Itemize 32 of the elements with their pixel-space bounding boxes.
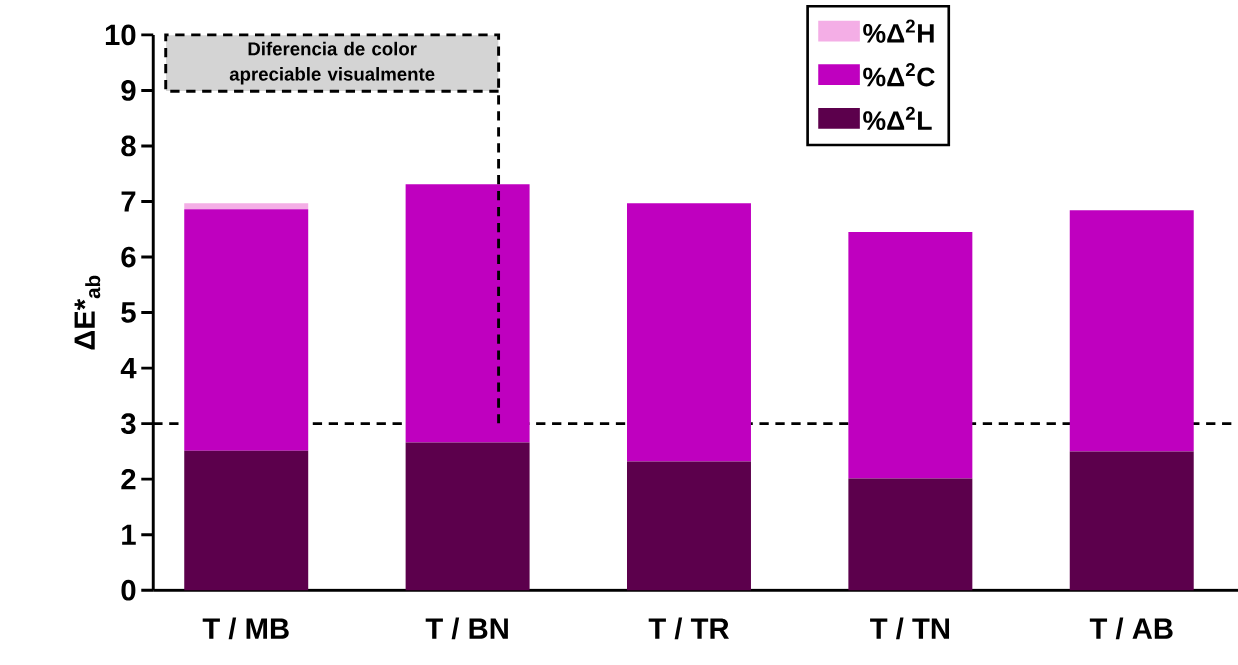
y-tick-label: 9 — [121, 80, 136, 101]
bar — [405, 184, 530, 443]
bar — [627, 461, 751, 591]
annotation: Diferencia de color apreciable visualmente — [229, 41, 435, 85]
y-tick-label: 3 — [120, 413, 136, 434]
x-tick-label: T / TR — [648, 617, 729, 640]
legend-label: %Δ$^{2}$L — [863, 106, 932, 130]
y-tick-label: 4 — [120, 358, 137, 379]
y-tick-label: 0 — [121, 579, 136, 601]
bar — [848, 478, 973, 591]
legend-label: %Δ$^{2}$H — [863, 19, 934, 43]
y-tick-label: 10 — [105, 24, 136, 46]
y-tick-label: 5 — [121, 302, 136, 323]
y-tick-label: 1 — [122, 524, 136, 545]
y-axis-title: ΔE*$_{ab}$ — [74, 275, 101, 350]
bar — [405, 442, 530, 591]
bar — [184, 203, 309, 210]
bar — [184, 450, 309, 591]
bar — [184, 209, 309, 451]
y-tick-label: 2 — [121, 468, 136, 490]
bar — [848, 232, 973, 479]
bar — [1069, 210, 1194, 452]
legend-label: %Δ$^{2}$C — [863, 63, 935, 87]
bar — [627, 203, 751, 462]
y-tick-label: 6 — [121, 246, 136, 268]
bar — [1069, 451, 1194, 591]
y-tick-label: 7 — [121, 191, 136, 212]
x-tick-label: T / BN — [425, 617, 508, 640]
x-tick-label: T / AB — [1089, 617, 1173, 640]
x-tick-label: T / MB — [202, 617, 289, 640]
y-tick-label: 8 — [121, 135, 136, 157]
x-tick-label: T / TN — [870, 617, 950, 640]
